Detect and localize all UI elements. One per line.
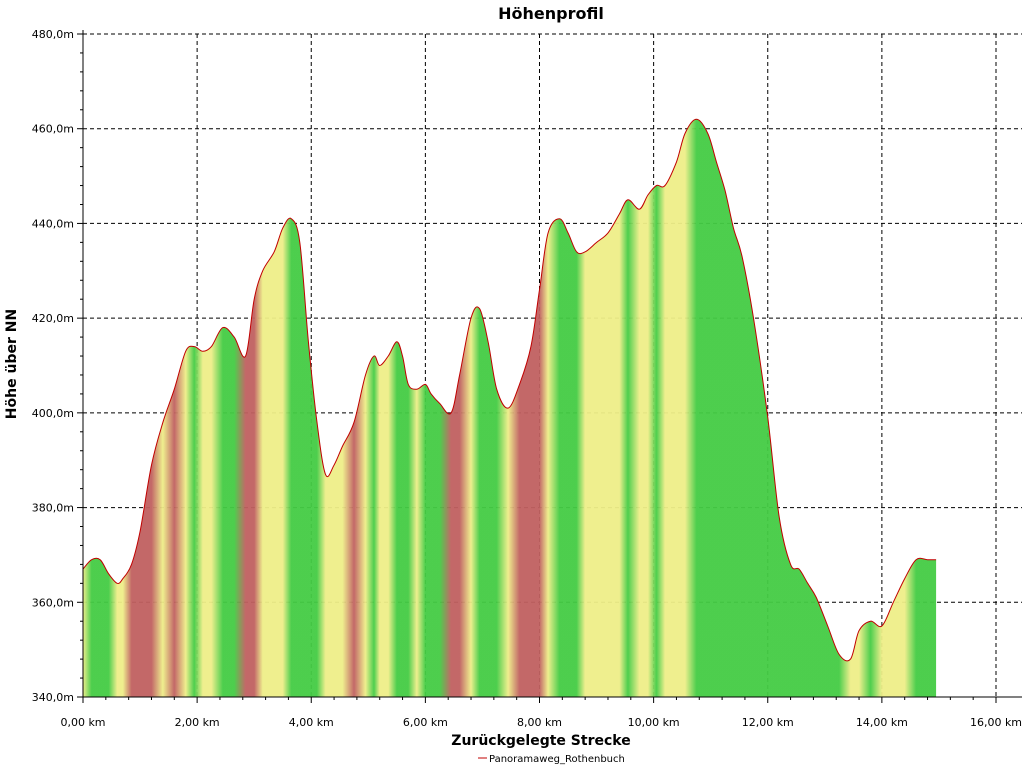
- x-tick-label: 12,00 km: [742, 716, 794, 729]
- x-tick-label: 6,00 km: [403, 716, 448, 729]
- x-tick-label: 4,00 km: [289, 716, 334, 729]
- area-layer: [82, 118, 937, 697]
- x-tick-label: 10,00 km: [628, 716, 680, 729]
- x-tick-label: 8,00 km: [517, 716, 562, 729]
- y-tick-label: 420,0m: [32, 312, 74, 325]
- x-tick-label: 2,00 km: [175, 716, 220, 729]
- x-tick-label: 0,00 km: [60, 716, 105, 729]
- chart-title: Höhenprofil: [498, 4, 604, 23]
- x-tick-label: 14,00 km: [856, 716, 908, 729]
- y-tick-label: 360,0m: [32, 596, 74, 609]
- elevation-area: [83, 119, 937, 697]
- y-tick-label: 460,0m: [32, 123, 74, 136]
- y-tick-label: 340,0m: [32, 691, 74, 704]
- labels-layer: 340,0m 360,0m 380,0m 400,0m 420,0m 440,0m 460,…: [32, 28, 1022, 729]
- y-tick-label: 480,0m: [32, 28, 74, 41]
- legend-series-label: Panoramaweg_Rothenbuch: [489, 754, 625, 765]
- y-tick-label: 400,0m: [32, 407, 74, 420]
- axes-layer: [77, 30, 1022, 703]
- x-axis-title: Zurückgelegte Strecke: [451, 733, 630, 749]
- y-tick-label: 440,0m: [32, 217, 74, 230]
- y-tick-label: 380,0m: [32, 502, 74, 515]
- legend: Panoramaweg_Rothenbuch: [478, 754, 625, 765]
- elevation-line: [82, 118, 937, 662]
- x-tick-label: 16,00 km: [970, 716, 1022, 729]
- y-axis-title: Höhe über NN: [4, 309, 20, 419]
